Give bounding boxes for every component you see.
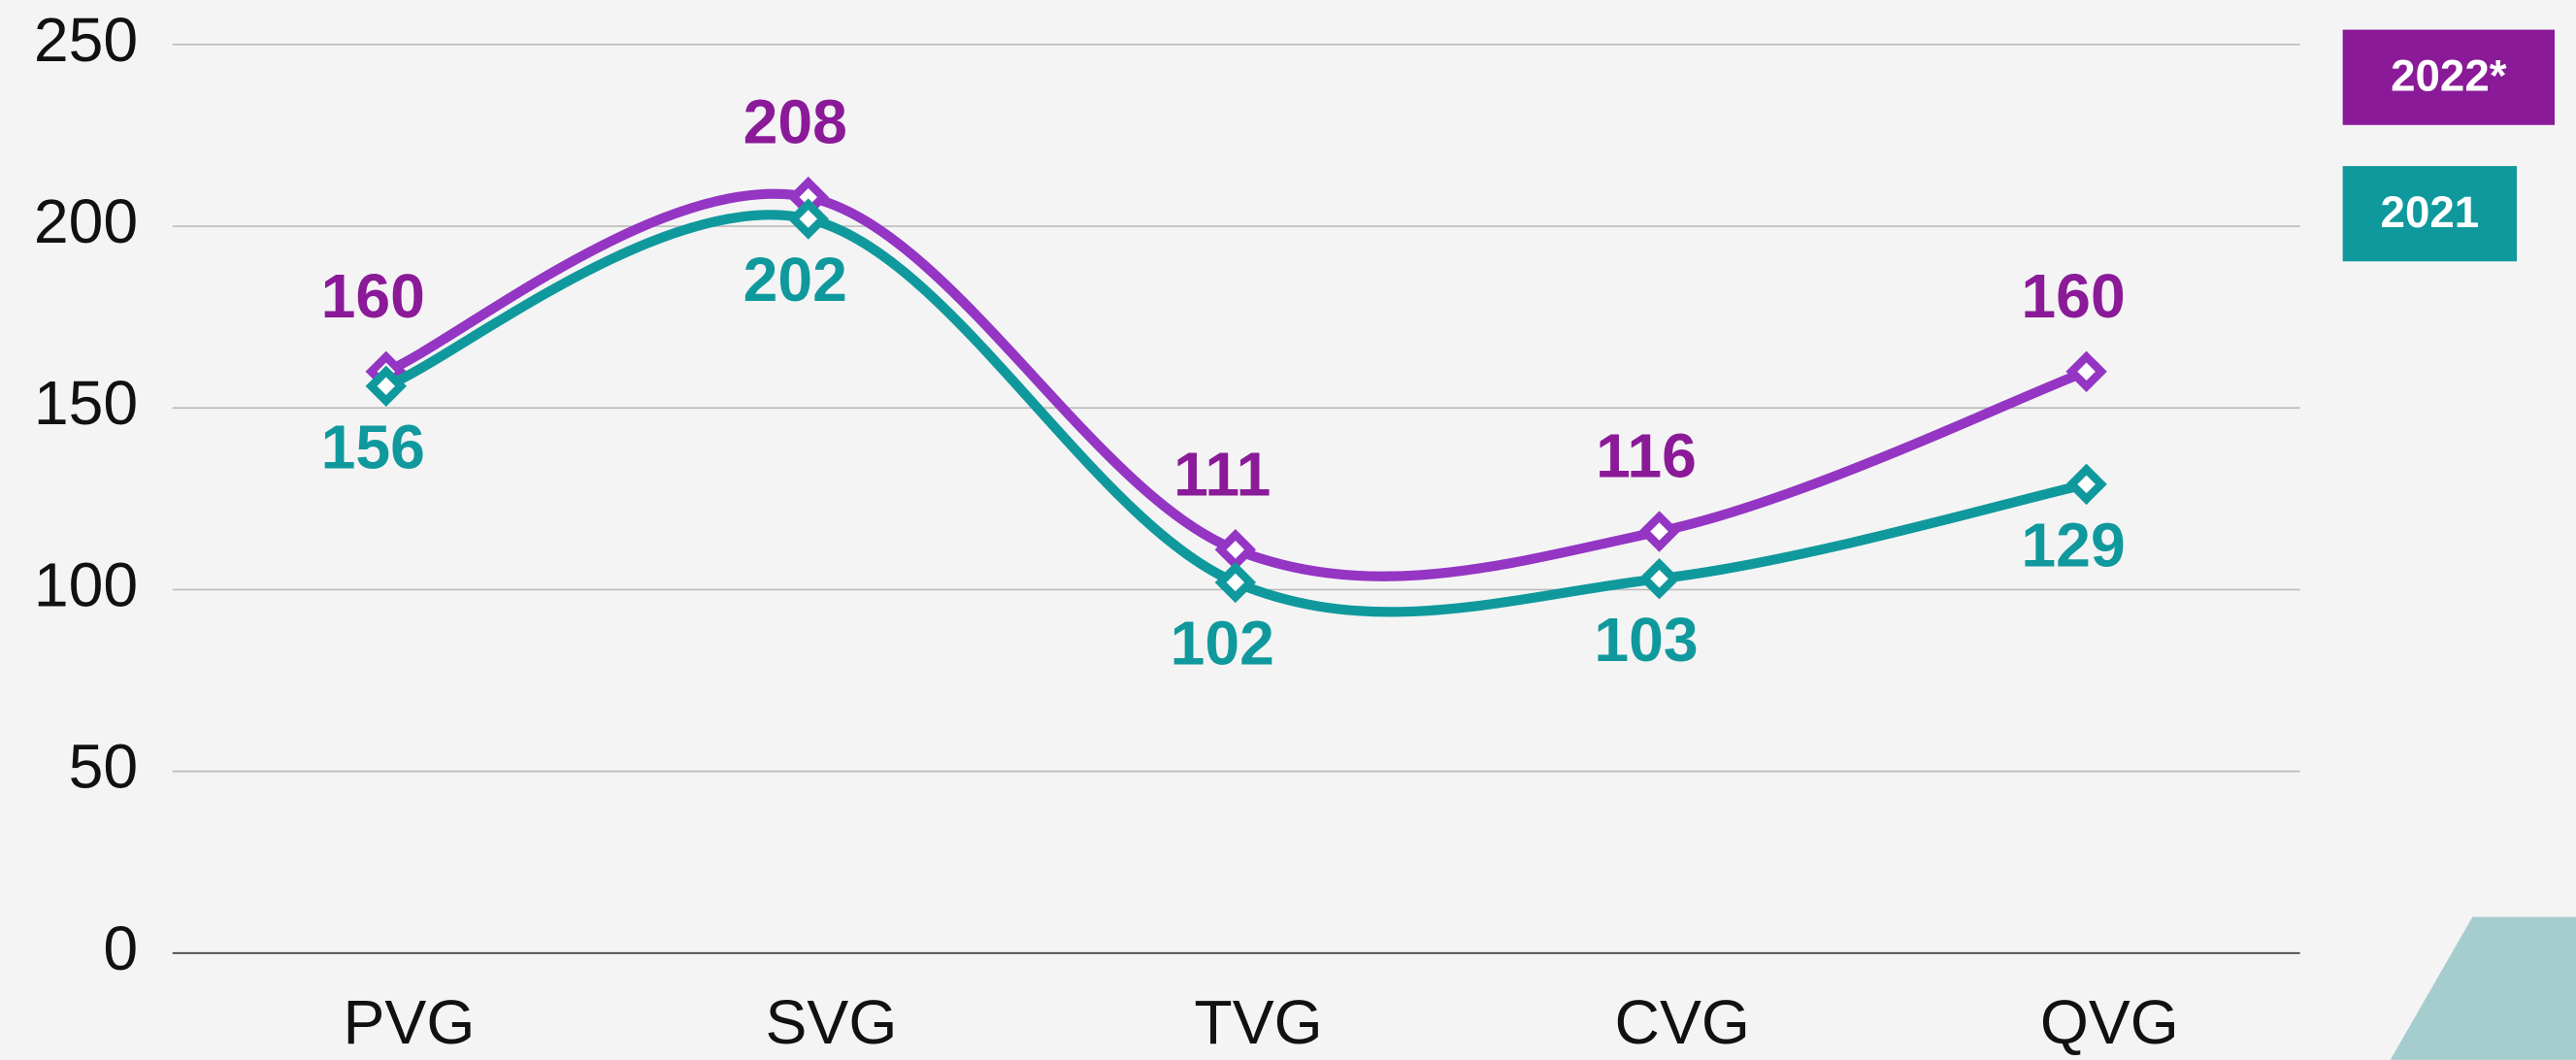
- data-label: 208: [743, 86, 847, 156]
- y-tick-label: 100: [34, 549, 138, 619]
- data-label: 202: [743, 245, 847, 315]
- x-tick-label: SVG: [766, 987, 898, 1057]
- data-label: 160: [321, 261, 425, 331]
- marker: [2065, 350, 2107, 393]
- marker: [1638, 557, 1680, 600]
- data-label: 160: [2021, 261, 2125, 331]
- x-tick-label: CVG: [1615, 987, 1750, 1057]
- data-label: 111: [1173, 439, 1271, 509]
- y-tick-label: 50: [69, 732, 139, 802]
- data-label: 102: [1171, 609, 1274, 679]
- data-label: 116: [1596, 421, 1697, 491]
- marker: [787, 198, 829, 240]
- x-tick-label: TVG: [1194, 987, 1322, 1057]
- marker: [1214, 561, 1257, 604]
- data-label: 156: [321, 412, 425, 481]
- y-tick-label: 200: [34, 186, 138, 256]
- marker: [365, 365, 407, 407]
- series-line: [380, 188, 2092, 581]
- series-line: [380, 210, 2092, 617]
- legend-label: 2022*: [2391, 50, 2507, 100]
- y-tick-label: 0: [103, 913, 138, 983]
- legend-swatch: [2342, 29, 2555, 125]
- y-tick-label: 150: [34, 368, 138, 438]
- legend-swatch: [2342, 166, 2518, 262]
- y-tick-label: 250: [34, 5, 138, 75]
- x-tick-label: QVG: [2040, 987, 2179, 1057]
- marker: [1638, 511, 1680, 552]
- decor-corner: [2390, 916, 2576, 1060]
- data-label: 103: [1594, 605, 1698, 675]
- x-tick-label: PVG: [344, 987, 476, 1057]
- legend-label: 2021: [2381, 187, 2480, 237]
- marker: [2065, 463, 2107, 506]
- data-label: 129: [2021, 511, 2125, 580]
